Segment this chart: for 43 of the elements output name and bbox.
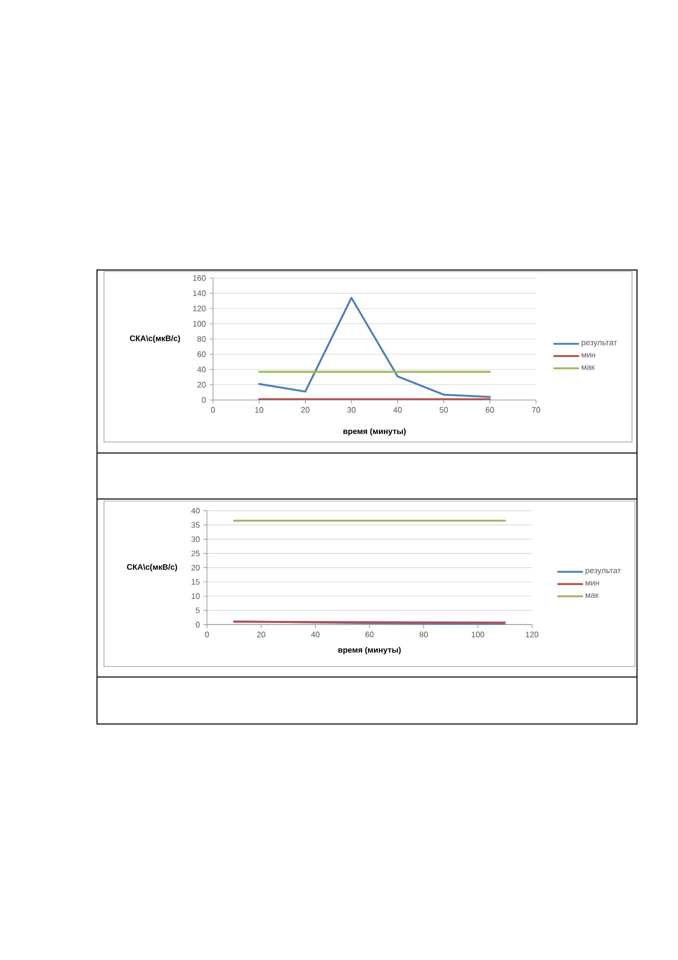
x-axis-title: время (минуты) [343,428,406,436]
x-tick-label: 80 [420,632,428,638]
y-tick-label: 0 [196,622,200,628]
legend-label: результат [582,340,617,347]
y-tick-label: 10 [192,593,200,599]
y-tick-label: 80 [197,336,206,342]
y-tick-label: 20 [191,564,200,570]
y-tick-label: 40 [197,366,206,372]
x-tick-label: 100 [472,632,484,638]
x-tick-label: 60 [365,632,374,638]
x-tick-label: 30 [347,407,356,413]
y-tick-label: 40 [191,508,200,514]
legend-label: мин [586,581,599,586]
y-tick-label: 100 [193,320,206,327]
x-tick-label: 70 [532,407,540,413]
legend-label: результат [586,568,621,575]
x-axis-title: время (минуты) [338,646,401,654]
legend-label: мак [582,365,595,370]
legend-label: мин [582,353,596,358]
x-tick-label: 40 [393,407,402,413]
y-tick-label: 120 [193,306,206,312]
y-tick-label: 30 [191,536,200,542]
legend-label: мак [586,593,599,598]
y-tick-label: 0 [202,397,206,403]
x-tick-label: 120 [526,632,538,638]
x-tick-label: 50 [440,407,448,413]
y-tick-label: 160 [193,275,206,281]
x-tick-label: 60 [486,407,494,413]
y-tick-label: 25 [191,550,200,556]
x-tick-label: 20 [257,632,266,638]
x-tick-label: 40 [311,632,320,638]
x-tick-label: 0 [211,407,215,413]
y-axis-title: СКА\с(мкВ/с) [126,564,178,572]
y-tick-label: 5 [196,608,200,614]
y-axis-title: СКА\с(мкВ/с) [130,335,180,343]
y-tick-label: 140 [193,290,206,296]
y-tick-label: 35 [191,522,200,528]
y-tick-label: 60 [197,351,206,358]
x-tick-label: 10 [255,407,264,413]
y-tick-label: 20 [197,382,206,388]
line-series [258,296,491,398]
x-tick-label: 20 [301,407,310,413]
y-tick-label: 15 [192,579,200,585]
